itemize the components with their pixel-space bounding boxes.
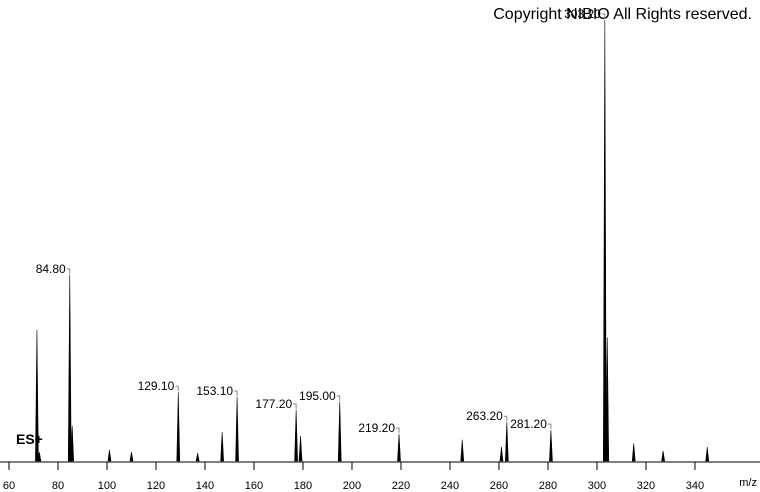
x-tick-label: 300 bbox=[588, 480, 606, 492]
x-tick-label: 320 bbox=[637, 480, 655, 492]
x-tick-label: 280 bbox=[539, 480, 557, 492]
peak-label-leader bbox=[293, 403, 297, 409]
x-tick-label: 60 bbox=[3, 480, 15, 492]
peak bbox=[298, 435, 303, 462]
peak-label-leader bbox=[234, 390, 238, 397]
peak bbox=[460, 439, 465, 462]
peak bbox=[294, 409, 298, 462]
peak bbox=[195, 453, 200, 462]
peak-label: 84.80 bbox=[36, 262, 66, 276]
x-tick-label: 200 bbox=[343, 480, 361, 492]
x-tick-label: 120 bbox=[147, 480, 165, 492]
x-axis-label: m/z bbox=[739, 477, 757, 489]
peak-label-leader bbox=[547, 423, 552, 430]
peak bbox=[705, 446, 710, 462]
peak-label: 153.10 bbox=[196, 384, 233, 398]
x-tick-label: 180 bbox=[294, 480, 312, 492]
chart-title: Copyright NIBIO All Rights reserved. bbox=[493, 6, 752, 23]
x-tick-label: 240 bbox=[441, 480, 459, 492]
peak-label: 219.20 bbox=[358, 421, 395, 435]
peak bbox=[235, 397, 239, 462]
x-tick-label: 100 bbox=[98, 480, 116, 492]
x-tick-label: 260 bbox=[490, 480, 508, 492]
x-tick-label: 140 bbox=[196, 480, 214, 492]
peak-label: 195.00 bbox=[299, 389, 336, 403]
peak-label: 263.20 bbox=[466, 409, 503, 423]
peak bbox=[176, 392, 181, 462]
peak-label-leader bbox=[66, 268, 71, 274]
peak bbox=[35, 330, 39, 462]
annotation: ES+ bbox=[16, 431, 43, 447]
peak bbox=[661, 450, 665, 462]
peak bbox=[67, 274, 72, 462]
peak bbox=[37, 452, 42, 462]
peak bbox=[549, 430, 553, 462]
peak bbox=[605, 337, 610, 462]
peak bbox=[107, 449, 112, 462]
peak bbox=[499, 446, 504, 462]
peak bbox=[397, 434, 401, 462]
x-tick-label: 340 bbox=[686, 480, 704, 492]
x-tick-label: 160 bbox=[245, 480, 263, 492]
peak-label-leader bbox=[503, 415, 508, 422]
peak bbox=[631, 443, 636, 462]
peak-label: 129.10 bbox=[138, 379, 175, 393]
peak bbox=[337, 401, 342, 462]
peak-label-leader bbox=[601, 13, 606, 19]
peak bbox=[220, 431, 224, 462]
x-tick-label: 80 bbox=[52, 480, 64, 492]
peak-label: 281.20 bbox=[510, 417, 547, 431]
peak-label-leader bbox=[396, 427, 400, 434]
peak-label: 303.20 bbox=[564, 7, 601, 21]
peak bbox=[129, 452, 134, 462]
peak-label: 177.20 bbox=[255, 397, 292, 411]
peak-label-leader bbox=[175, 385, 179, 392]
x-tick-label: 220 bbox=[392, 480, 410, 492]
peak bbox=[70, 425, 75, 462]
peak bbox=[505, 422, 509, 462]
peak bbox=[603, 19, 607, 462]
peak-label-leader bbox=[336, 395, 341, 401]
